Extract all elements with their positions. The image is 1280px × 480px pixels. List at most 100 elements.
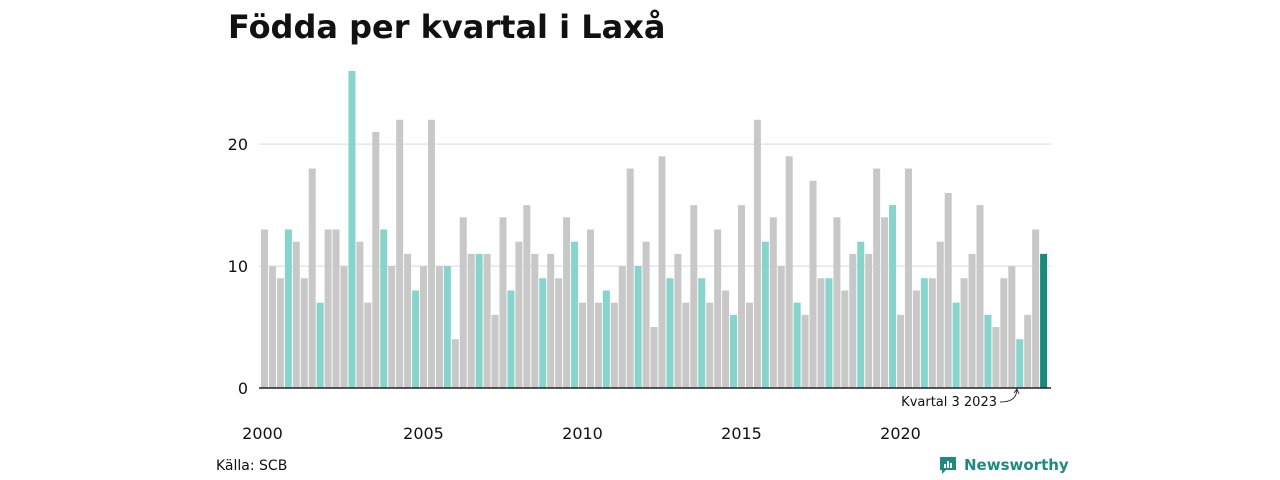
bar-2002-q2	[332, 229, 340, 388]
bar-2024-q1	[1024, 314, 1032, 388]
bar-2001-q3	[308, 168, 316, 388]
source-note: Källa: SCB	[216, 458, 288, 474]
bar-2006-q2	[459, 217, 467, 388]
bar-2022-q1	[960, 278, 968, 388]
annotation-arrow	[999, 387, 1020, 403]
bar-2012-q2	[650, 327, 658, 388]
bar-2004-q3	[404, 253, 412, 388]
bar-2018-q4	[857, 241, 865, 388]
bar-2020-q3	[912, 290, 920, 388]
bar-2008-q1	[515, 241, 523, 388]
bar-2010-q1	[579, 302, 586, 388]
bar-2005-q1	[420, 266, 427, 388]
bar-2011-q2	[618, 266, 626, 388]
bar-2001-q4	[316, 302, 324, 388]
x-tick-label: 2005	[403, 424, 444, 443]
bar-2014-q2	[714, 229, 722, 388]
bar-2020-q1	[897, 314, 904, 388]
bar-2011-q1	[610, 302, 618, 388]
bar-2003-q1	[356, 241, 364, 388]
bar-2015-q3	[753, 119, 761, 389]
bar-2000-q2	[268, 266, 276, 388]
bar-2014-q3	[722, 290, 730, 388]
bar-2015-q1	[738, 205, 745, 388]
bar-2005-q4	[443, 266, 451, 388]
bar-2001-q1	[292, 241, 300, 388]
bar-2006-q1	[451, 339, 459, 388]
bar-2000-q4	[284, 229, 292, 388]
bar-2009-q2	[555, 278, 563, 388]
bar-2018-q3	[849, 253, 857, 388]
bar-2023-q4	[1016, 339, 1024, 388]
bar-2017-q2	[809, 180, 817, 388]
bars	[261, 71, 1048, 389]
bar-2024-q2	[1032, 229, 1040, 388]
x-tick-label: 2000	[242, 424, 283, 443]
x-axis-ticks: 2000 2005 2010 2015 2020	[242, 424, 921, 443]
bar-2024-q3	[1040, 253, 1048, 388]
bar-2020-q2	[904, 168, 912, 388]
bar-2018-q1	[833, 217, 841, 388]
bar-2000-q3	[276, 278, 284, 388]
bar-2007-q2	[491, 314, 499, 388]
bar-2010-q3	[594, 302, 602, 388]
bar-2006-q4	[475, 253, 483, 388]
bar-2007-q1	[483, 253, 491, 388]
bar-2004-q4	[412, 290, 420, 388]
bar-2017-q3	[817, 278, 825, 388]
bar-2014-q4	[730, 314, 738, 388]
bar-2003-q2	[364, 302, 372, 388]
y-tick-label: 10	[228, 257, 248, 276]
bar-2003-q4	[380, 229, 388, 388]
bar-2019-q1	[865, 253, 873, 388]
bar-2021-q1	[928, 278, 936, 388]
bar-2022-q3	[976, 205, 984, 388]
bar-2022-q2	[968, 253, 976, 388]
y-tick-label: 0	[238, 379, 248, 398]
bar-2012-q1	[642, 241, 650, 388]
bar-2011-q3	[626, 168, 634, 388]
bar-2001-q2	[300, 278, 308, 388]
bar-2014-q1	[706, 302, 714, 388]
newsworthy-logo-icon	[940, 457, 956, 474]
bar-2012-q4	[666, 278, 674, 388]
bar-2009-q1	[547, 253, 555, 388]
bar-2008-q2	[523, 205, 531, 388]
bar-2023-q2	[1000, 278, 1008, 388]
bar-2013-q3	[690, 205, 698, 388]
bar-2006-q3	[467, 253, 475, 388]
bar-2021-q3	[944, 192, 952, 388]
bar-2004-q1	[388, 266, 396, 388]
bar-2009-q4	[571, 241, 579, 388]
bar-2012-q3	[658, 156, 666, 388]
bar-2016-q3	[785, 156, 793, 388]
bar-2015-q4	[761, 241, 769, 388]
bar-2007-q3	[499, 217, 507, 388]
brand-logo: Newsworthy	[938, 455, 1069, 475]
bar-2019-q4	[889, 205, 897, 388]
bar-2015-q2	[745, 302, 753, 388]
bar-2023-q1	[992, 327, 1000, 388]
bar-2020-q4	[920, 278, 928, 388]
bar-2016-q1	[769, 217, 777, 388]
bar-2003-q3	[372, 131, 380, 388]
x-tick-label: 2020	[880, 424, 921, 443]
bar-2022-q4	[984, 314, 992, 388]
bar-2013-q4	[698, 278, 706, 388]
bar-2010-q2	[586, 229, 594, 388]
bar-2002-q4	[348, 71, 356, 388]
brand-name: Newsworthy	[964, 456, 1069, 474]
bar-2009-q3	[563, 217, 571, 388]
bar-2002-q3	[340, 266, 348, 388]
bar-2004-q2	[396, 119, 404, 389]
bar-2005-q2	[427, 119, 435, 389]
y-axis-ticks: 0 10 20	[228, 135, 248, 398]
y-tick-label: 20	[228, 135, 248, 154]
bar-2023-q3	[1008, 266, 1016, 388]
bar-2000-q1	[261, 229, 268, 388]
bar-2008-q4	[539, 278, 547, 388]
bar-2013-q1	[674, 253, 682, 388]
bar-2017-q1	[801, 314, 809, 388]
bar-2008-q3	[531, 253, 539, 388]
